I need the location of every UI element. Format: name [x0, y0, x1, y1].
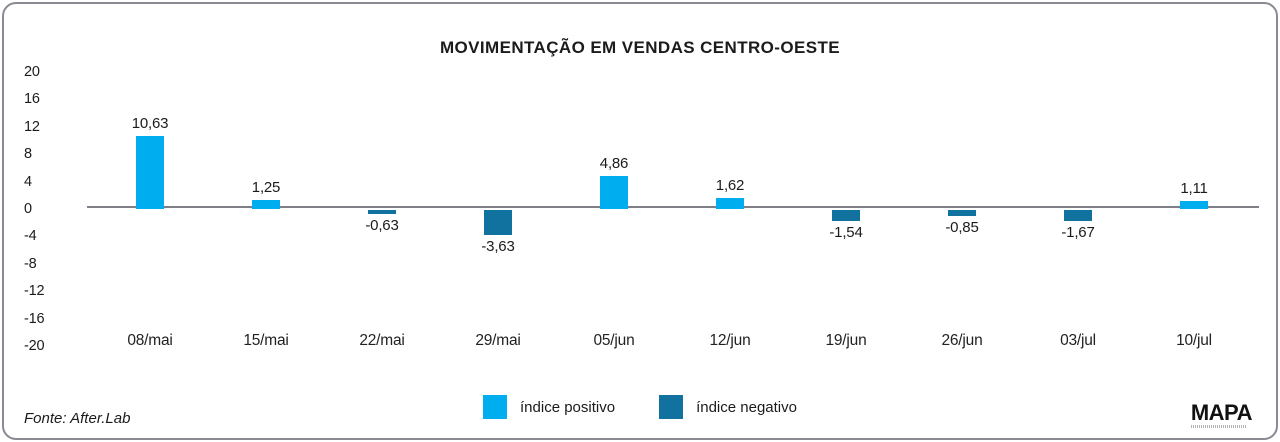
y-tick-label: 0 [24, 201, 32, 217]
negative-swatch-icon [659, 395, 684, 419]
bar-value-label: 1,25 [251, 179, 281, 197]
legend-label-negative: índice negativo [696, 398, 797, 416]
legend-label-positive: índice positivo [520, 398, 616, 416]
bar-value-label: -1,67 [1061, 224, 1095, 242]
mapa-logo: MAPA [1190, 400, 1253, 428]
mapa-logo-wordmark: MAPA [1190, 400, 1253, 425]
bar-negative [832, 210, 860, 221]
positive-swatch-icon [483, 395, 508, 419]
legend: índice positivo índice negativo [4, 395, 1276, 419]
bar-value-label: 1,11 [1180, 180, 1208, 198]
bar-positive [252, 200, 280, 209]
y-tick-label: -8 [24, 255, 37, 272]
x-tick-label: 29/mai [475, 332, 521, 349]
chart-title: MOVIMENTAÇÃO EM VENDAS CENTRO-OESTE [440, 38, 840, 57]
y-tick-label: 16 [24, 91, 40, 108]
x-tick-label: 10/jul [1176, 332, 1212, 349]
y-tick-label: -12 [24, 283, 45, 300]
bar-negative [368, 210, 396, 215]
x-tick-label: 08/mai [127, 332, 173, 349]
bar-value-label: 10,63 [131, 115, 169, 133]
x-axis-line [87, 206, 1259, 208]
legend-item-negative: índice negativo [659, 395, 797, 419]
bar-negative [1064, 210, 1092, 222]
bar-negative [948, 210, 976, 216]
x-tick-label: 12/jun [709, 332, 751, 349]
y-tick-label: 20 [24, 64, 40, 80]
bar-value-label: -0,85 [945, 218, 979, 236]
mapa-logo-tagline [1190, 425, 1247, 428]
bar-negative [484, 210, 512, 235]
bar-positive [600, 175, 628, 209]
y-tick-label: -16 [24, 310, 45, 327]
x-tick-label: 22/mai [359, 332, 405, 349]
x-tick-label: 26/jun [941, 332, 983, 349]
bar-value-label: -3,63 [481, 237, 515, 255]
bar-value-label: -0,63 [365, 217, 399, 235]
bar-value-label: 1,62 [715, 176, 745, 194]
x-tick-label: 15/mai [243, 332, 289, 349]
bar-value-label: 4,86 [599, 154, 629, 172]
legend-item-positive: índice positivo [483, 395, 615, 419]
y-tick-label: 4 [24, 173, 32, 190]
bar-value-label: -1,54 [829, 223, 863, 241]
x-tick-label: 19/jun [825, 332, 867, 349]
y-tick-label: -20 [24, 338, 45, 354]
bar-positive [136, 136, 164, 209]
y-tick-label: -4 [24, 228, 37, 245]
x-tick-label: 05/jun [593, 332, 635, 349]
y-tick-label: 8 [24, 146, 32, 163]
source-credit: Fonte: After.Lab [24, 410, 131, 427]
x-tick-label: 03/jul [1060, 332, 1096, 349]
y-tick-label: 12 [24, 118, 40, 135]
bar-positive [716, 197, 744, 209]
bar-positive [1180, 201, 1208, 209]
